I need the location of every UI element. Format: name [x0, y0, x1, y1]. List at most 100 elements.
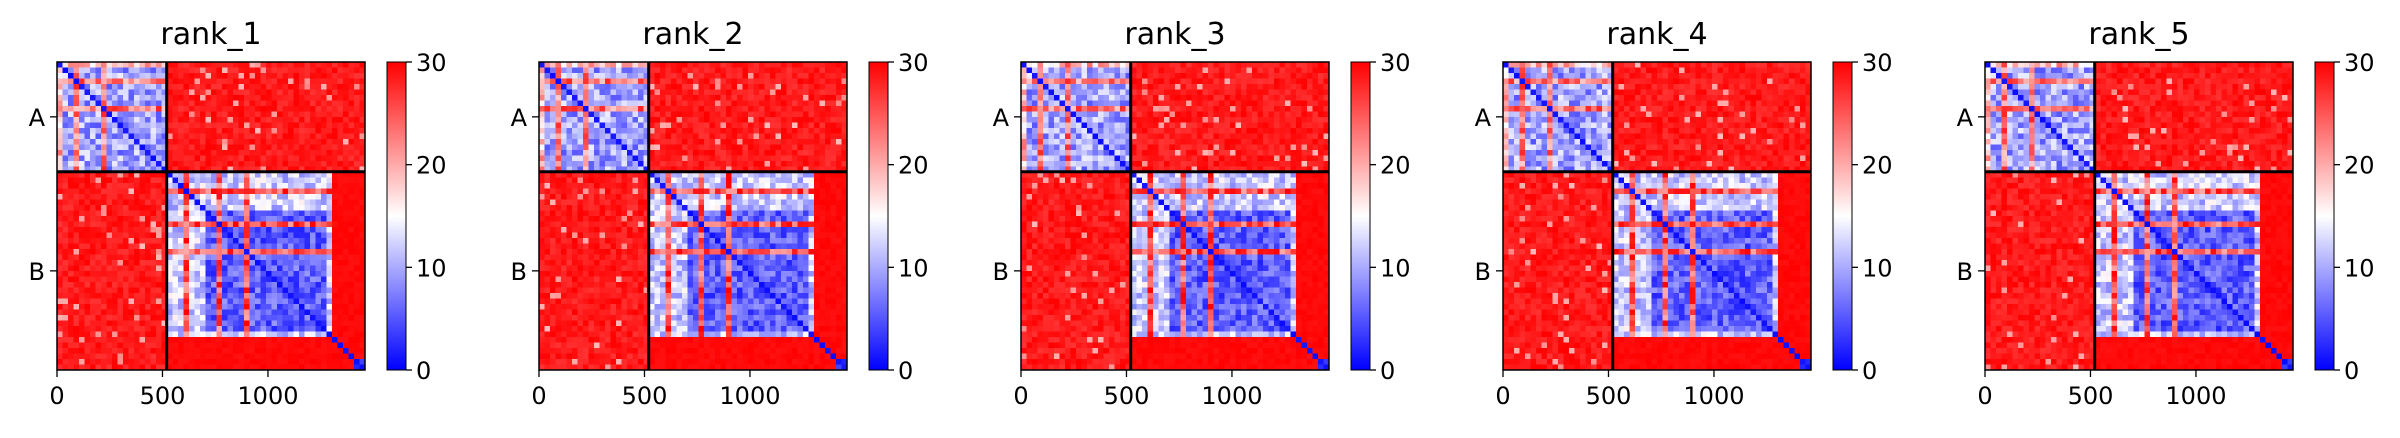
- heatmap-cell: [572, 227, 578, 233]
- heatmap-cell: [73, 309, 80, 316]
- heatmap-cell: [95, 172, 102, 178]
- heatmap-cell: [621, 89, 628, 96]
- heatmap-cell: [293, 359, 300, 365]
- heatmap-cell: [95, 221, 102, 228]
- heatmap-cell: [808, 183, 815, 189]
- heatmap-cell: [326, 62, 333, 68]
- heatmap-cell: [95, 117, 102, 123]
- heatmap-cell: [238, 73, 245, 79]
- heatmap-cell: [550, 155, 556, 162]
- heatmap-cell: [288, 293, 294, 299]
- heatmap-cell: [359, 161, 366, 167]
- heatmap-cell: [73, 232, 80, 239]
- heatmap-cell: [277, 117, 283, 123]
- heatmap-cell: [150, 106, 157, 112]
- heatmap-cell: [814, 188, 820, 195]
- heatmap-cell: [266, 199, 272, 206]
- heatmap-cell: [156, 221, 162, 228]
- heatmap-cell: [117, 298, 124, 305]
- heatmap-cell: [841, 166, 848, 173]
- heatmap-cell: [605, 133, 611, 140]
- heatmap-cell: [238, 232, 245, 239]
- heatmap-cell: [337, 67, 344, 74]
- heatmap-cell: [814, 111, 820, 118]
- heatmap-cell: [117, 128, 124, 134]
- heatmap-cell: [68, 315, 74, 321]
- heatmap-cell: [343, 133, 349, 140]
- heatmap-cell: [62, 84, 69, 90]
- heatmap-cell: [101, 62, 107, 68]
- heatmap-cell: [161, 100, 168, 107]
- heatmap-cell: [555, 139, 562, 145]
- heatmap-cell: [183, 188, 190, 195]
- heatmap-cell: [348, 282, 355, 288]
- heatmap-cell: [227, 122, 234, 129]
- heatmap-cell: [299, 309, 305, 316]
- heatmap-cell: [310, 326, 316, 332]
- heatmap-cell: [227, 177, 234, 184]
- heatmap-cell: [211, 254, 217, 261]
- heatmap-cell: [150, 276, 157, 283]
- heatmap-cell: [288, 78, 294, 85]
- heatmap-cell: [79, 342, 85, 349]
- heatmap-cell: [62, 117, 69, 123]
- heatmap-cell: [343, 144, 349, 151]
- heatmap-cell: [277, 249, 283, 255]
- heatmap-cell: [671, 111, 677, 118]
- heatmap-cell: [781, 221, 787, 228]
- heatmap-cell: [742, 161, 749, 167]
- heatmap-cell: [222, 232, 228, 239]
- heatmap-cell: [293, 133, 300, 140]
- heatmap-cell: [167, 276, 173, 283]
- heatmap-cell: [211, 359, 217, 365]
- heatmap-cell: [244, 62, 250, 68]
- heatmap-cell: [271, 133, 278, 140]
- heatmap-cell: [161, 139, 168, 145]
- heatmap-cell: [101, 348, 107, 354]
- heatmap-cell: [594, 238, 600, 244]
- heatmap-cell: [79, 276, 85, 283]
- heatmap-cell: [354, 304, 360, 310]
- heatmap-cell: [759, 89, 765, 96]
- heatmap-cell: [310, 188, 316, 195]
- heatmap-cell: [304, 106, 311, 112]
- heatmap-cell: [616, 238, 622, 244]
- heatmap-cell: [211, 84, 217, 90]
- heatmap-cell: [555, 111, 562, 118]
- heatmap-cell: [222, 243, 228, 250]
- heatmap-cell: [627, 78, 633, 85]
- heatmap-cell: [310, 243, 316, 250]
- heatmap-cell: [178, 282, 184, 288]
- heatmap-cell: [770, 183, 776, 189]
- heatmap-cell: [759, 227, 765, 233]
- heatmap-cell: [266, 155, 272, 162]
- heatmap-cell: [117, 249, 124, 255]
- heatmap-cell: [830, 73, 837, 79]
- heatmap-cell: [643, 205, 650, 211]
- heatmap-cell: [803, 161, 809, 167]
- heatmap-cell: [178, 326, 184, 332]
- heatmap-cell: [68, 210, 74, 217]
- heatmap-cell: [216, 276, 223, 283]
- heatmap-cell: [106, 205, 113, 211]
- heatmap-cell: [332, 348, 338, 354]
- heatmap-cell: [211, 216, 217, 222]
- heatmap-cell: [134, 315, 140, 321]
- heatmap-cell: [277, 353, 283, 360]
- heatmap-cell: [332, 271, 338, 277]
- heatmap-cell: [156, 348, 162, 354]
- heatmap-cell: [588, 62, 595, 68]
- heatmap-cell: [682, 73, 688, 79]
- heatmap-cell: [748, 106, 754, 112]
- heatmap-cell: [638, 95, 644, 101]
- heatmap-cell: [693, 161, 699, 167]
- heatmap-cell: [128, 122, 135, 129]
- heatmap-cell: [57, 172, 63, 178]
- heatmap-cell: [605, 62, 611, 68]
- heatmap-cell: [167, 89, 173, 96]
- heatmap-cell: [814, 199, 820, 206]
- heatmap-cell: [271, 177, 278, 184]
- heatmap-cell: [172, 117, 179, 123]
- heatmap-cell: [282, 133, 289, 140]
- heatmap-cell: [588, 84, 595, 90]
